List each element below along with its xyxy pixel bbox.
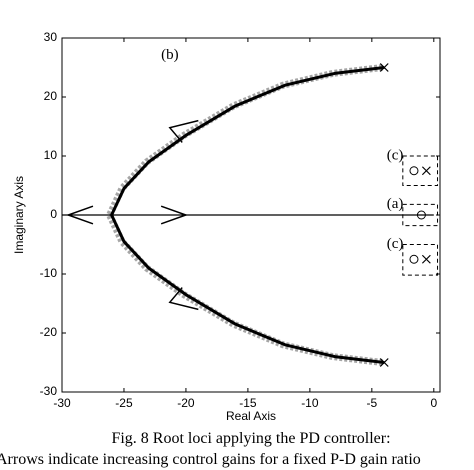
zero <box>416 210 426 220</box>
annotation: (c) <box>387 147 404 163</box>
caption: Fig. 8 Root loci applying the PD control… <box>111 430 390 447</box>
y-tick-label: 20 <box>44 89 58 103</box>
pole <box>421 166 431 176</box>
caption: Arrows indicate increasing control gains… <box>0 451 421 468</box>
x-axis-label: Real Axis <box>226 409 276 423</box>
direction-arrow <box>160 205 189 225</box>
y-tick-label: -10 <box>40 266 58 280</box>
y-tick-label: -20 <box>40 325 58 339</box>
group-box <box>402 203 439 227</box>
group-box <box>402 244 439 276</box>
x-tick-label: -5 <box>367 396 378 410</box>
direction-arrow <box>65 205 94 225</box>
pole <box>379 358 389 367</box>
annotation: (b) <box>161 47 179 63</box>
pole <box>421 254 431 264</box>
locus-outline <box>106 213 383 366</box>
direction-arrow <box>168 287 199 311</box>
y-tick-label: -30 <box>40 384 58 398</box>
x-tick-label: -15 <box>239 396 257 410</box>
locus-outline <box>106 64 383 217</box>
x-tick-label: -10 <box>301 396 319 410</box>
y-axis-label: Imaginary Axis <box>12 176 26 254</box>
annotation: (a) <box>387 196 404 212</box>
x-tick-label: 0 <box>430 396 437 410</box>
locus <box>110 66 385 216</box>
locus <box>110 214 385 364</box>
y-tick-label: 0 <box>50 207 57 221</box>
zero <box>409 254 419 264</box>
x-tick-label: -25 <box>115 396 133 410</box>
zero <box>409 166 419 176</box>
y-tick-label: 10 <box>44 148 58 162</box>
group-box <box>402 155 439 186</box>
y-tick-label: 30 <box>44 30 58 44</box>
pole <box>379 63 389 72</box>
annotation: (c) <box>387 236 404 252</box>
x-tick-label: -20 <box>177 396 195 410</box>
direction-arrow <box>168 119 199 143</box>
x-tick-label: -30 <box>53 396 71 410</box>
